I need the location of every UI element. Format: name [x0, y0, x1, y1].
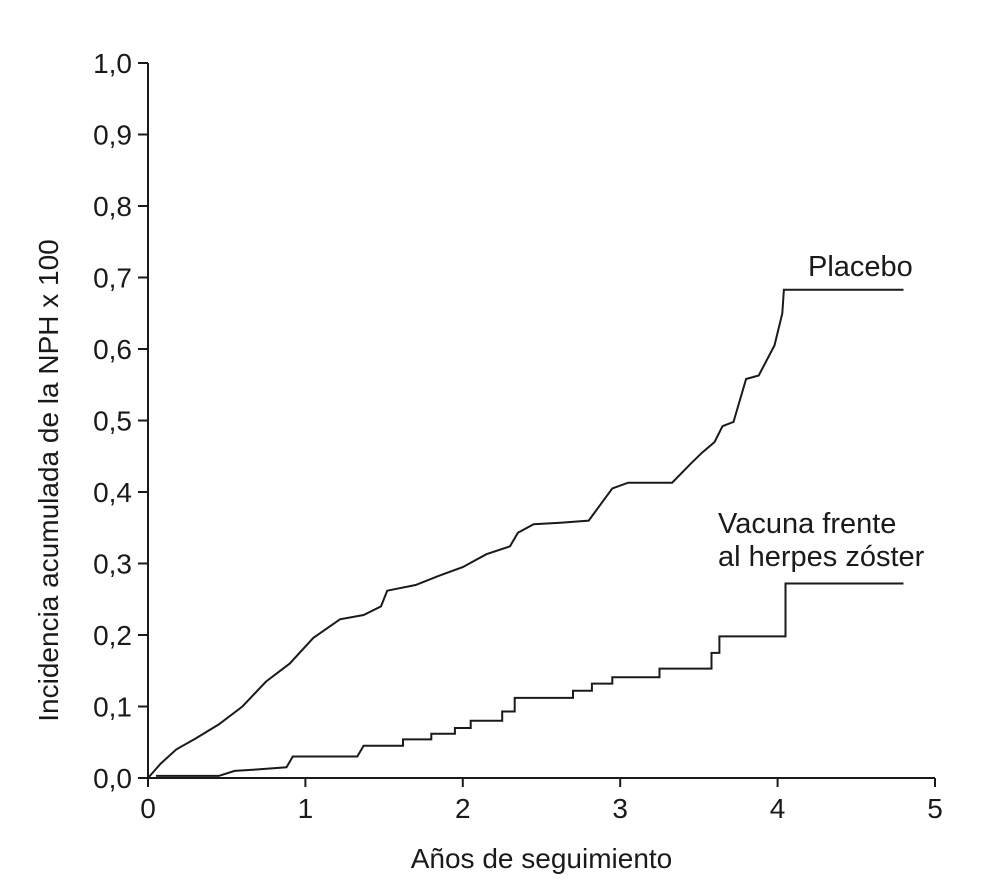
- x-tick-label: 5: [927, 793, 943, 824]
- x-tick-label: 4: [770, 793, 786, 824]
- series-label-line: al herpes zóster: [718, 541, 925, 573]
- series-line-1: [155, 582, 904, 777]
- y-tick-label: 0,6: [93, 334, 132, 365]
- series-group: [147, 288, 904, 779]
- x-tick-label: 3: [612, 793, 628, 824]
- x-tick-label: 2: [455, 793, 471, 824]
- x-ticks: 0 1 2 3 4 5: [140, 778, 943, 824]
- x-axis: 0 1 2 3 4 5 Años de seguimiento: [140, 777, 943, 874]
- y-ticks: 0,0 0,1 0,2 0,3 0,4 0,5 0,6 0,7 0,8 0,9 1,0: [93, 48, 148, 794]
- y-tick-label: 0,7: [93, 263, 132, 294]
- series-labels: Placebo Vacuna frente al herpes zóster: [718, 251, 925, 573]
- y-tick-label: 0,5: [93, 406, 132, 437]
- series-label-line: Placebo: [808, 251, 913, 283]
- x-axis-title: Años de seguimiento: [411, 843, 673, 874]
- series-label-0: Placebo: [808, 251, 913, 283]
- y-tick-label: 0,1: [93, 692, 132, 723]
- y-tick-label: 0,8: [93, 191, 132, 222]
- series-label-line: Vacuna frente: [718, 508, 896, 540]
- y-tick-label: 0,2: [93, 620, 132, 651]
- y-axis: 0,0 0,1 0,2 0,3 0,4 0,5 0,6 0,7 0,8 0,9 1,0 Incide…: [33, 48, 149, 794]
- y-tick-label: 0,4: [93, 477, 132, 508]
- x-tick-label: 0: [140, 793, 156, 824]
- x-tick-label: 1: [298, 793, 314, 824]
- series-label-1: Vacuna frente al herpes zóster: [718, 508, 925, 573]
- y-axis-title: Incidencia acumulada de la NPH x 100: [33, 239, 64, 722]
- y-tick-label: 0,3: [93, 549, 132, 580]
- y-tick-label: 0,0: [93, 763, 132, 794]
- y-tick-label: 1,0: [93, 48, 132, 79]
- y-tick-label: 0,9: [93, 120, 132, 151]
- series-line-0: [147, 288, 904, 779]
